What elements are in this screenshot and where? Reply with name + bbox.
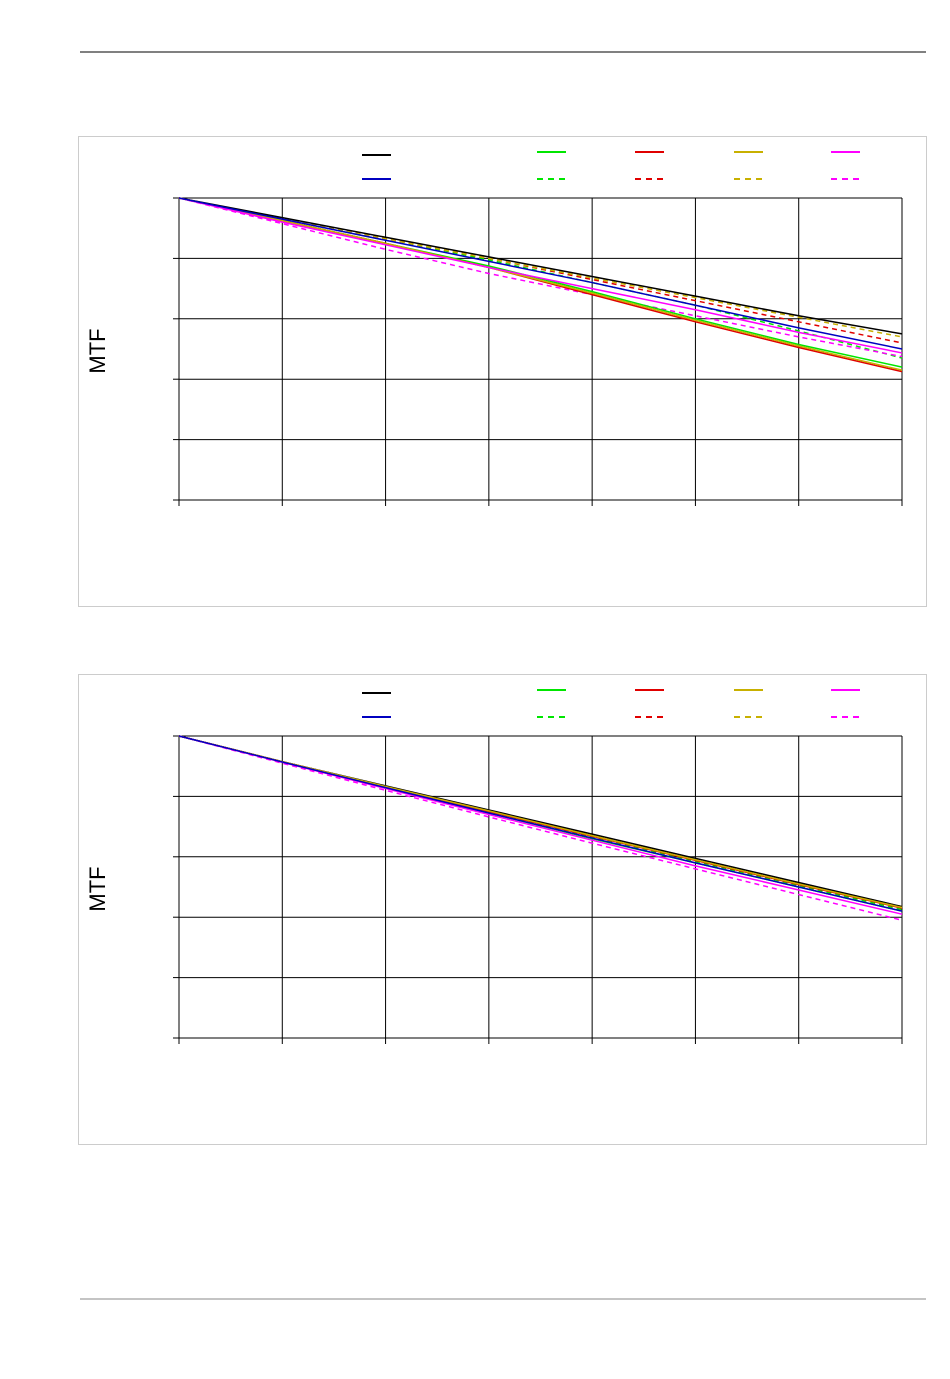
chart-frame — [78, 136, 927, 607]
series-line — [178, 197, 903, 371]
series-line — [178, 197, 903, 354]
series-line — [178, 197, 903, 350]
series-line — [178, 735, 903, 912]
series-line — [178, 197, 903, 359]
series-line — [178, 197, 903, 335]
y-axis-label: MTF — [85, 866, 110, 911]
series-line — [178, 735, 903, 908]
series-line — [178, 197, 903, 358]
series-line — [178, 197, 903, 344]
y-axis-label: MTF — [85, 328, 110, 373]
series-line — [178, 735, 903, 921]
chart-frame — [78, 674, 927, 1145]
series-line — [178, 197, 903, 338]
